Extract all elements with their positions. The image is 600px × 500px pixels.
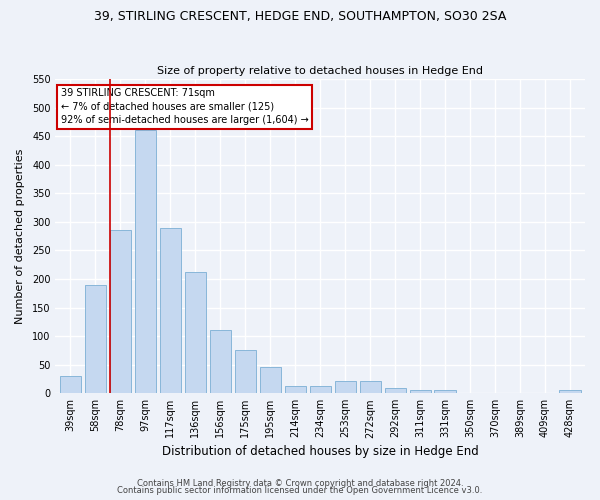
Bar: [335, 381, 356, 393]
Bar: [85, 284, 106, 393]
Bar: [410, 390, 431, 393]
Bar: [160, 228, 181, 393]
Text: Contains HM Land Registry data © Crown copyright and database right 2024.: Contains HM Land Registry data © Crown c…: [137, 478, 463, 488]
Bar: [60, 376, 81, 393]
Bar: [434, 390, 456, 393]
Y-axis label: Number of detached properties: Number of detached properties: [15, 148, 25, 324]
Bar: [260, 367, 281, 393]
Title: Size of property relative to detached houses in Hedge End: Size of property relative to detached ho…: [157, 66, 483, 76]
Text: 39 STIRLING CRESCENT: 71sqm
← 7% of detached houses are smaller (125)
92% of sem: 39 STIRLING CRESCENT: 71sqm ← 7% of deta…: [61, 88, 308, 125]
Text: 39, STIRLING CRESCENT, HEDGE END, SOUTHAMPTON, SO30 2SA: 39, STIRLING CRESCENT, HEDGE END, SOUTHA…: [94, 10, 506, 23]
Bar: [359, 381, 381, 393]
Bar: [385, 388, 406, 393]
Bar: [284, 386, 306, 393]
Bar: [135, 130, 156, 393]
Bar: [235, 350, 256, 393]
Text: Contains public sector information licensed under the Open Government Licence v3: Contains public sector information licen…: [118, 486, 482, 495]
Bar: [209, 330, 231, 393]
Bar: [310, 386, 331, 393]
Bar: [185, 272, 206, 393]
Bar: [110, 230, 131, 393]
X-axis label: Distribution of detached houses by size in Hedge End: Distribution of detached houses by size …: [162, 444, 479, 458]
Bar: [559, 390, 581, 393]
